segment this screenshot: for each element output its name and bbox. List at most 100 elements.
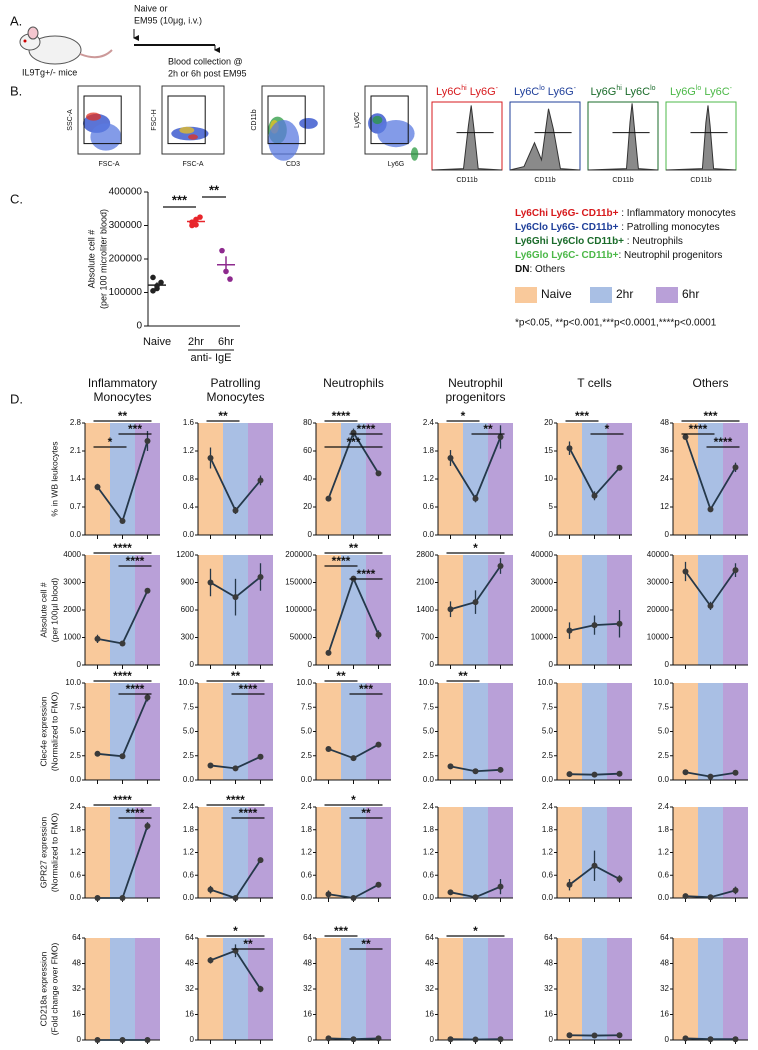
data-point [472,768,479,775]
group-band [341,938,366,1040]
y-tick-label: 5.0 [70,727,82,736]
y-tick-label: 48 [660,959,669,968]
sig-label: * [473,924,478,938]
legend-entry: Ly6Ghi Ly6Clo CD11b+ : Neutrophils [515,236,683,247]
data-point [591,862,598,869]
y-tick-label: 7.5 [542,702,554,711]
group-band [110,555,135,665]
gate [370,95,409,145]
data-point [227,276,233,282]
data-point [207,886,214,893]
data-point [119,640,126,647]
y-tick-label: 1.4 [70,474,82,483]
y-tick-label: 0 [77,660,82,669]
y-tick-label: 4000 [63,550,81,559]
y-tick-label: 0 [190,1035,195,1044]
sig-label: ** [231,669,241,683]
dot-plot-frame [161,85,225,155]
y-tick-label: 2.5 [301,751,313,760]
group-band [366,555,391,665]
histogram-peak [509,108,581,171]
data-point [325,649,332,656]
y-tick-label: 16 [72,1010,81,1019]
data-point [375,741,382,748]
y-tick-label: 7.5 [183,702,195,711]
data-point [119,1037,126,1043]
data-point [150,274,156,281]
sig-label: ** [458,669,468,683]
y-tick-label: 64 [425,933,434,942]
group-band [110,423,135,535]
y-tick-label: 5 [549,502,554,511]
data-point [616,1032,623,1039]
dot-cloud [179,126,195,134]
group-band [341,423,366,535]
gate [167,95,206,145]
data-point [497,766,504,773]
y-tick-label: 10000 [647,633,670,642]
group-band [316,423,341,535]
y-tick-label: 300 [181,633,195,642]
group-band [438,807,463,898]
y-tick-label: 0.6 [70,870,82,879]
data-point [472,495,479,502]
y-tick-label: 30000 [647,578,670,587]
data-point [707,506,714,513]
y-tick-label: 10.0 [178,678,194,687]
treatment-label: EM95 (10μg, i.v.) [134,15,202,25]
sig-label: ** [209,182,220,197]
group-band [673,683,698,780]
y-tick-label: 0 [136,321,142,332]
sig-label: * [108,435,113,449]
y-tick-label: 2100 [416,578,434,587]
y-axis-label: CD11b [251,109,258,130]
sig-label: **** [126,806,145,820]
group-band [366,938,391,1040]
y-tick-label: 2.5 [658,751,670,760]
row-y-label: (Fold change over FMO) [49,943,59,1036]
legend-entry: Ly6Glo Ly6C- CD11b+: Neutrophil progenit… [515,250,722,261]
gate [267,95,306,145]
data-point [94,750,101,757]
group-band [723,683,748,780]
y-tick-label: 10000 [531,633,554,642]
y-tick-label: 10.0 [65,678,81,687]
y-tick-label: 32 [425,984,434,993]
y-axis-label: (per 100 microliter blood) [98,209,108,309]
data-point [447,763,454,770]
y-tick-label: 20000 [531,605,554,614]
row-y-label: (per 100µl blood) [49,578,59,643]
data-point [566,445,573,452]
p-value-note: *p<0.05, **p<0.001,***p<0.0001,****p<0.0… [515,318,717,329]
row-y-label: CD218a expression [38,951,48,1026]
group-band [85,423,110,535]
y-tick-label: 2.5 [542,751,554,760]
y-tick-label: 10.0 [653,678,669,687]
y-tick-label: 0 [308,530,313,539]
y-tick-label: 1.2 [70,848,82,857]
data-point [232,507,239,514]
y-tick-label: 2.5 [423,751,435,760]
data-point [375,631,382,638]
y-tick-label: 900 [181,578,195,587]
sig-label: **** [113,793,132,807]
group-band [316,807,341,898]
group-band [198,938,223,1040]
title-part: hi [616,85,622,92]
y-tick-label: 1.8 [423,825,435,834]
data-point [144,822,151,829]
data-point [591,771,598,778]
y-tick-label: 0.0 [70,775,82,784]
data-point [566,881,573,888]
data-point [707,773,714,780]
group-band [341,555,366,665]
data-point [616,770,623,777]
data-point [119,518,126,524]
group-band [557,555,582,665]
group-band [607,938,632,1040]
data-point [732,567,739,574]
legend-key: Ly6Ghi Ly6Clo CD11b+ [515,236,624,247]
data-point [207,455,214,461]
y-axis-label: Absolute cell # [86,230,96,289]
group-band [223,807,248,898]
